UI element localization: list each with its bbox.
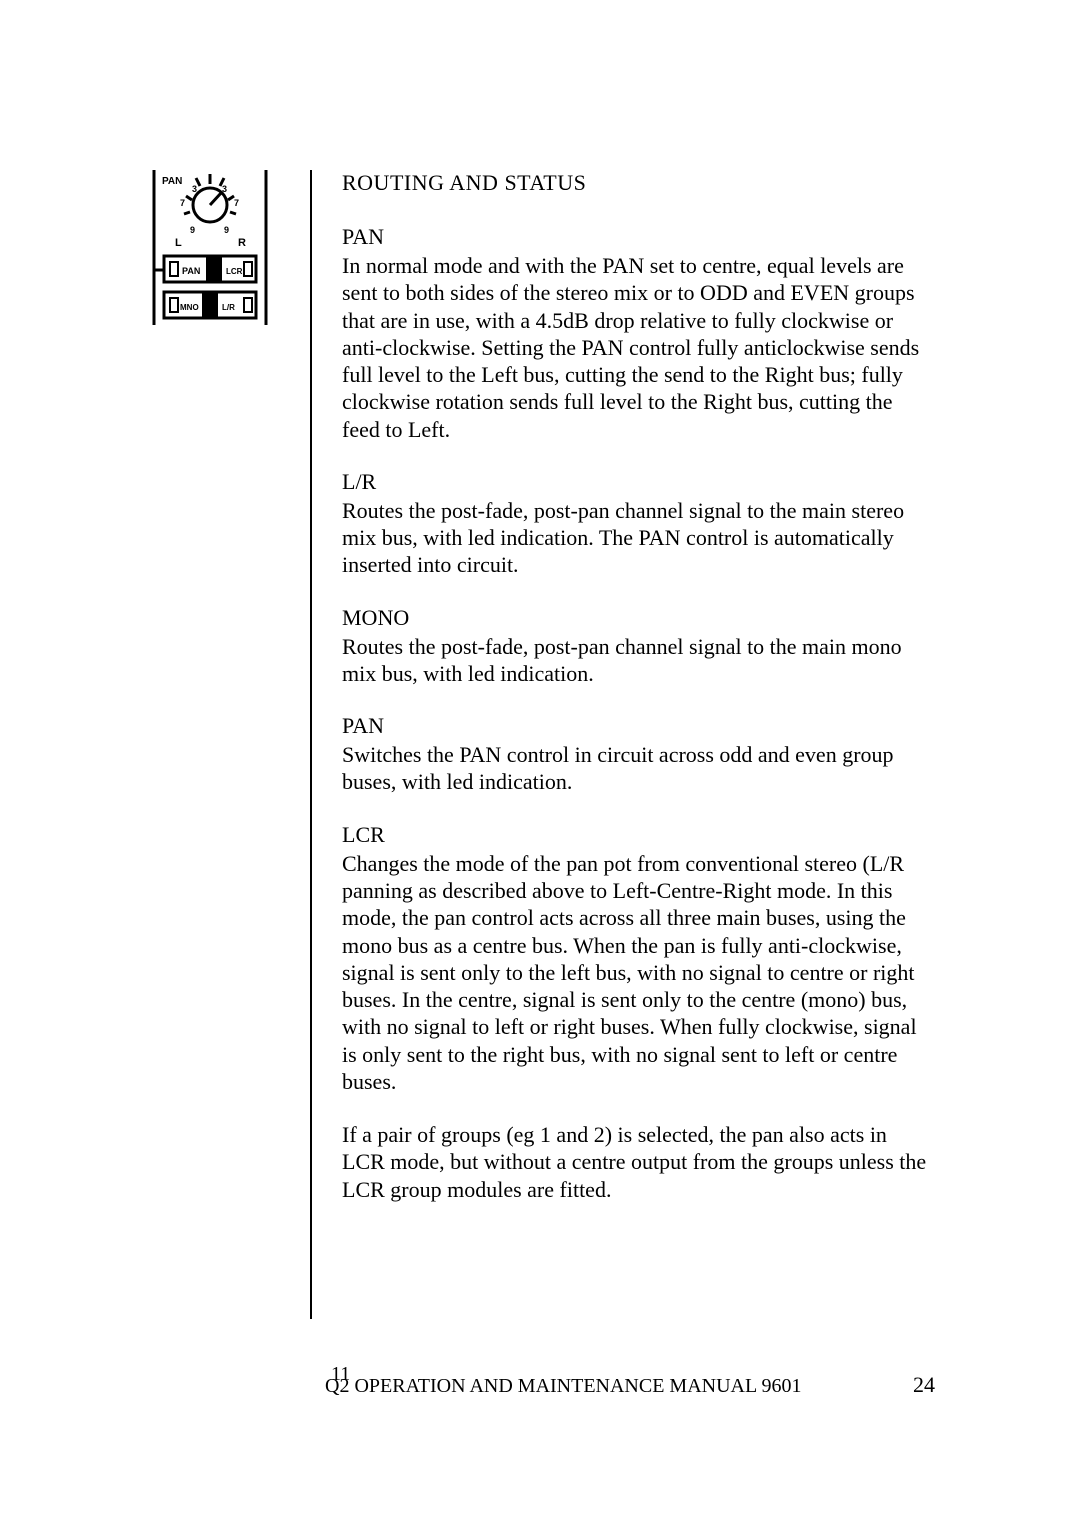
- paragraph: Routes the post-fade, post-pan channel s…: [342, 497, 935, 579]
- pan-label: PAN: [162, 176, 182, 187]
- footer-overlay-page: 11: [331, 1363, 350, 1386]
- left-column: PAN 3 3 7 7 9 9 L: [150, 170, 280, 1319]
- svg-text:MNO: MNO: [180, 303, 199, 312]
- section-lcr-extra: If a pair of groups (eg 1 and 2) is sele…: [342, 1121, 935, 1203]
- button-row-1: PAN LCR: [164, 256, 256, 282]
- page-footer: 11 Q2 OPERATION AND MAINTENANCE MANUAL 9…: [325, 1372, 935, 1398]
- right-column: ROUTING AND STATUS PAN In normal mode an…: [310, 170, 935, 1319]
- footer-left: 11 Q2 OPERATION AND MAINTENANCE MANUAL 9…: [325, 1375, 801, 1398]
- svg-text:L/R: L/R: [222, 303, 235, 312]
- svg-text:R: R: [238, 237, 246, 249]
- svg-text:PAN: PAN: [182, 266, 200, 276]
- section-title: ROUTING AND STATUS: [342, 170, 935, 196]
- subheading: L/R: [342, 469, 935, 495]
- subheading: PAN: [342, 713, 935, 739]
- footer-page-number: 24: [913, 1372, 935, 1398]
- pan-knob: 3 3 7 7 9 9 L R: [175, 174, 246, 249]
- svg-text:L: L: [175, 237, 182, 249]
- section-lr: L/R Routes the post-fade, post-pan chann…: [342, 469, 935, 579]
- paragraph: If a pair of groups (eg 1 and 2) is sele…: [342, 1121, 935, 1203]
- section-lcr: LCR Changes the mode of the pan pot from…: [342, 822, 935, 1095]
- section-pan-1: PAN In normal mode and with the PAN set …: [342, 224, 935, 443]
- subheading: MONO: [342, 605, 935, 631]
- page-content: PAN 3 3 7 7 9 9 L: [150, 170, 935, 1319]
- section-pan-2: PAN Switches the PAN control in circuit …: [342, 713, 935, 796]
- section-mono: MONO Routes the post-fade, post-pan chan…: [342, 605, 935, 688]
- subheading: LCR: [342, 822, 935, 848]
- svg-text:3: 3: [192, 184, 197, 194]
- routing-diagram: PAN 3 3 7 7 9 9 L: [150, 170, 270, 330]
- svg-text:7: 7: [234, 198, 239, 208]
- paragraph: Changes the mode of the pan pot from con…: [342, 850, 935, 1095]
- paragraph: Switches the PAN control in circuit acro…: [342, 741, 935, 796]
- svg-text:LCR: LCR: [226, 267, 243, 276]
- button-row-2: MNO L/R: [164, 292, 256, 318]
- paragraph: In normal mode and with the PAN set to c…: [342, 252, 935, 443]
- svg-text:7: 7: [180, 198, 185, 208]
- footer-manual-title: Q2 OPERATION AND MAINTENANCE MANUAL 9601: [325, 1375, 801, 1397]
- svg-text:9: 9: [190, 225, 195, 235]
- subheading: PAN: [342, 224, 935, 250]
- paragraph: Routes the post-fade, post-pan channel s…: [342, 633, 935, 688]
- svg-text:9: 9: [224, 225, 229, 235]
